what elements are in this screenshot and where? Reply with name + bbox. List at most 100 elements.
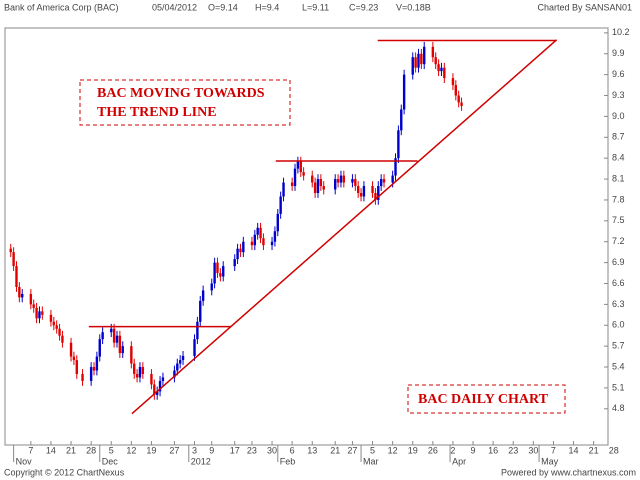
candle-body bbox=[293, 168, 297, 187]
candle-body bbox=[279, 196, 282, 214]
candle-body bbox=[92, 367, 96, 371]
quote-date: 05/04/2012 bbox=[152, 2, 197, 12]
candle-body bbox=[38, 311, 41, 319]
x-tick-label: 21 bbox=[66, 445, 76, 455]
x-tick-label: 21 bbox=[330, 445, 340, 455]
candle-body bbox=[334, 179, 337, 190]
candle-body bbox=[219, 273, 222, 277]
y-tick-label: 7.5 bbox=[612, 215, 625, 225]
candle-body bbox=[354, 179, 357, 187]
x-tick-label: 9 bbox=[209, 445, 214, 455]
x-tick-label: 27 bbox=[347, 445, 357, 455]
candle-body bbox=[339, 175, 343, 183]
candle-body bbox=[420, 53, 423, 65]
candle-body bbox=[58, 328, 61, 336]
x-tick-label: 5 bbox=[109, 445, 114, 455]
candle-body bbox=[155, 391, 159, 395]
candle-body bbox=[440, 67, 443, 72]
candle-body bbox=[201, 290, 205, 301]
candle-body bbox=[18, 286, 21, 298]
candle-body bbox=[311, 175, 314, 183]
candle-body bbox=[89, 367, 93, 381]
candle-body bbox=[457, 95, 460, 103]
x-tick-label: 23 bbox=[247, 445, 257, 455]
candle-body bbox=[342, 175, 346, 183]
candle-body bbox=[460, 102, 463, 106]
x-tick-label: 26 bbox=[428, 445, 438, 455]
candle-body bbox=[138, 367, 142, 378]
month-label: Mar bbox=[363, 456, 379, 466]
candle-body bbox=[371, 186, 374, 193]
candle-body bbox=[374, 192, 377, 200]
candle-body bbox=[319, 179, 323, 187]
candle-body bbox=[216, 262, 219, 274]
quote-field: H=9.4 bbox=[255, 2, 279, 12]
plot-frame bbox=[4, 27, 609, 446]
candle-body bbox=[49, 314, 53, 322]
candle-body bbox=[443, 67, 446, 79]
candle-body bbox=[130, 346, 133, 364]
x-tick-label: 14 bbox=[569, 445, 579, 455]
y-tick-label: 5.7 bbox=[612, 341, 625, 351]
candle-body bbox=[236, 248, 239, 260]
candle-body bbox=[262, 238, 265, 246]
annotation-box bbox=[79, 79, 291, 126]
candle-body bbox=[181, 355, 185, 361]
candle-body bbox=[431, 46, 435, 58]
candle-body bbox=[178, 360, 182, 364]
candle-body bbox=[282, 182, 285, 197]
x-tick-label: 28 bbox=[609, 445, 619, 455]
candle-body bbox=[276, 213, 279, 232]
trend-line bbox=[131, 39, 558, 415]
y-tick-label: 8.4 bbox=[612, 153, 625, 163]
candle-body bbox=[29, 293, 33, 305]
x-tick-label: 3 bbox=[192, 445, 197, 455]
x-tick-label: 27 bbox=[169, 445, 179, 455]
candle-body bbox=[394, 158, 397, 176]
month-label: May bbox=[541, 456, 559, 466]
y-tick-label: 9.3 bbox=[612, 90, 625, 100]
month-label: Nov bbox=[16, 456, 33, 466]
candle-body bbox=[12, 252, 15, 267]
candle-body bbox=[133, 363, 136, 374]
x-tick-label: 5 bbox=[370, 445, 375, 455]
y-tick-label: 5.4 bbox=[612, 361, 625, 371]
candle-body bbox=[72, 356, 76, 361]
candle-body bbox=[69, 342, 73, 357]
candle-body bbox=[270, 241, 274, 246]
y-tick-label: 10.2 bbox=[612, 27, 630, 37]
y-tick-label: 7.8 bbox=[612, 194, 625, 204]
candle-body bbox=[32, 304, 35, 308]
candle-body bbox=[451, 78, 455, 86]
x-tick-label: 28 bbox=[86, 445, 96, 455]
candle-body bbox=[52, 321, 56, 326]
x-tick-label: 23 bbox=[508, 445, 518, 455]
candle-body bbox=[362, 186, 366, 197]
candle-body bbox=[242, 241, 245, 253]
x-tick-label: 2 bbox=[450, 445, 455, 455]
candle-body bbox=[290, 182, 294, 187]
y-tick-label: 6.3 bbox=[612, 299, 625, 309]
candle-body bbox=[299, 161, 302, 173]
candle-body bbox=[141, 367, 145, 374]
candle-body bbox=[391, 175, 394, 183]
candle-body bbox=[402, 74, 406, 110]
candle-body bbox=[256, 227, 259, 235]
candle-body bbox=[434, 57, 437, 65]
annotation-text: THE TREND LINE bbox=[97, 105, 217, 120]
candle-body bbox=[95, 356, 99, 371]
candle-body bbox=[41, 311, 44, 315]
month-label: Dec bbox=[102, 456, 119, 466]
x-tick-label: 6 bbox=[290, 445, 295, 455]
annotation-box bbox=[407, 384, 566, 414]
x-tick-label: 19 bbox=[146, 445, 156, 455]
candle-body bbox=[199, 300, 202, 322]
candle-body bbox=[253, 234, 257, 246]
candle-body bbox=[121, 346, 124, 354]
candle-body bbox=[382, 179, 386, 183]
candle-body bbox=[222, 266, 225, 277]
y-tick-label: 6.6 bbox=[612, 278, 625, 288]
candle-body bbox=[196, 321, 199, 340]
